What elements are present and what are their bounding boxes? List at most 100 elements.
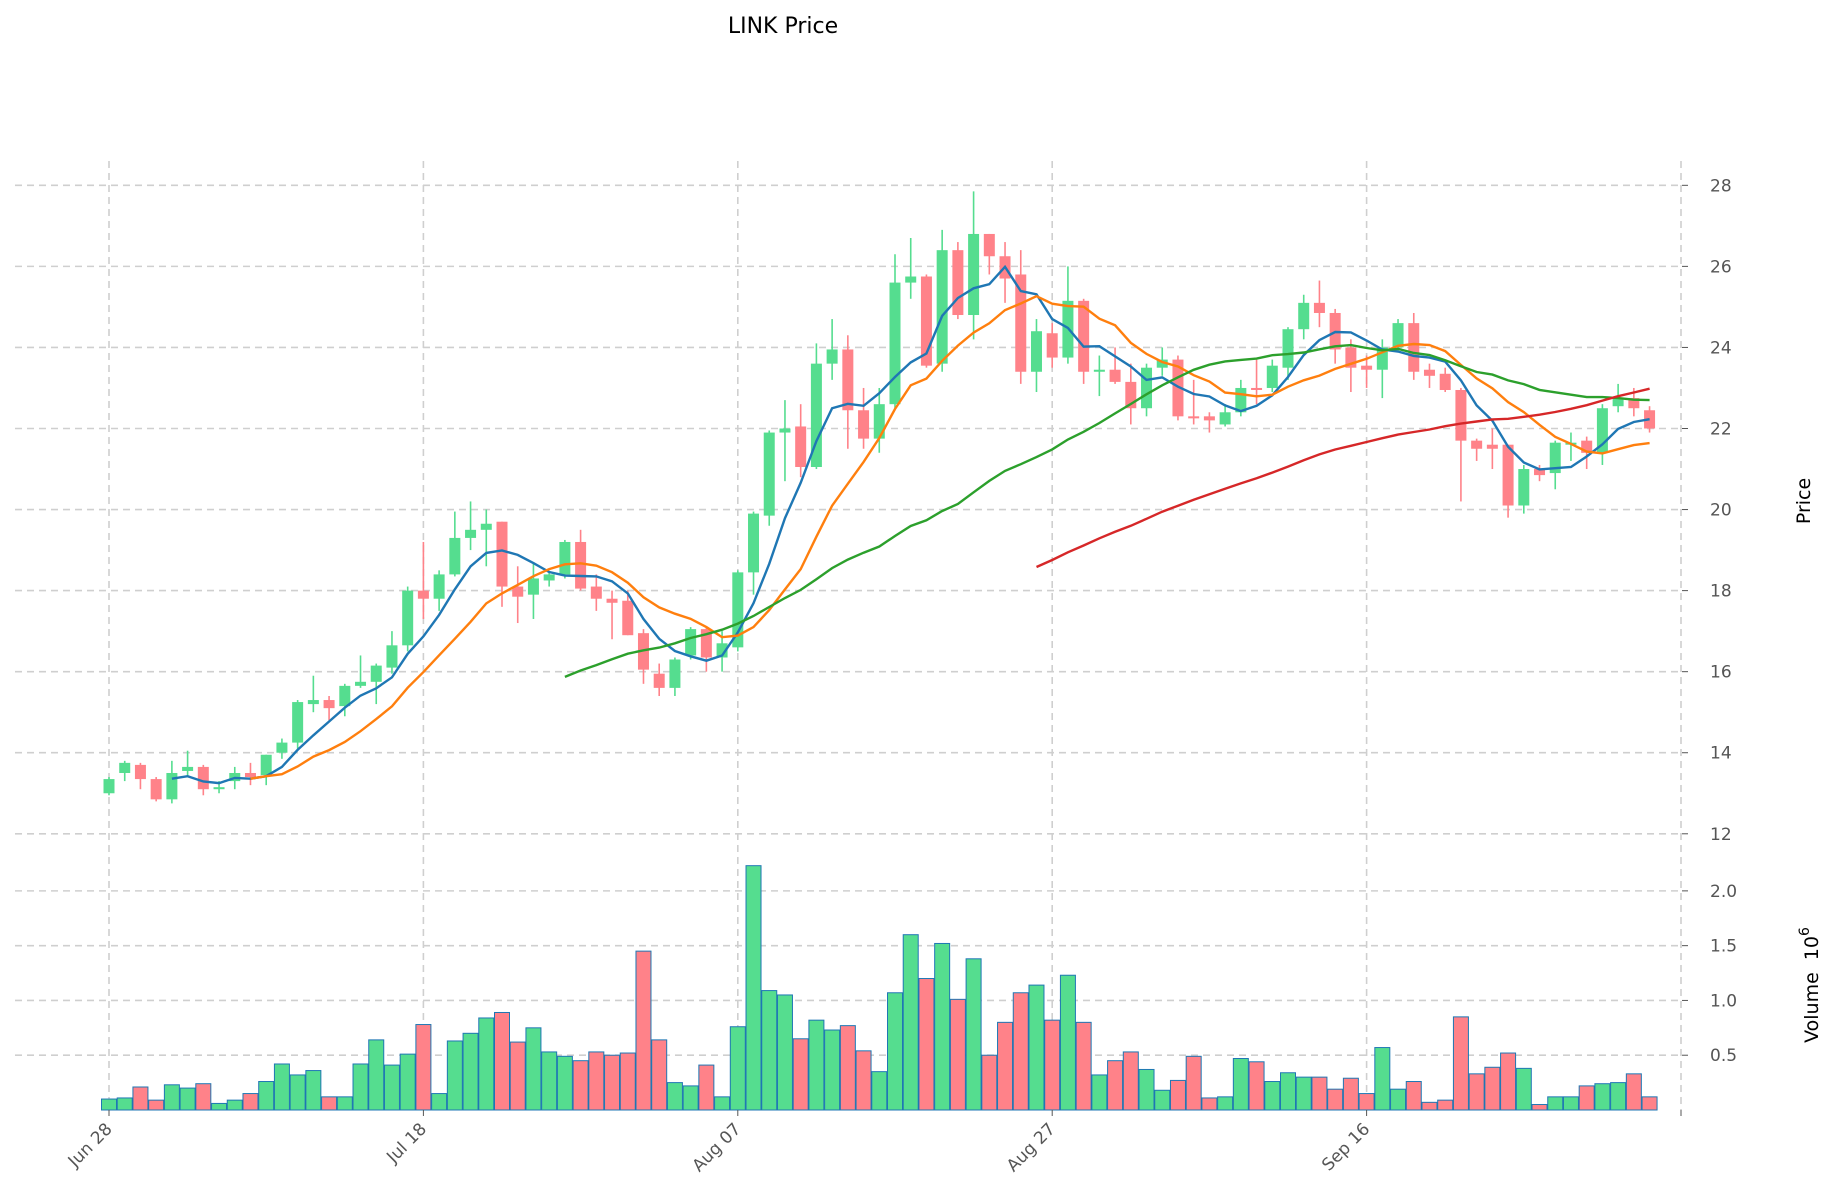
candle-body [244,772,256,778]
candle-body [1015,274,1027,372]
volume-bar [965,958,982,1111]
volume-bar [619,1052,636,1111]
candle-body [1345,347,1357,368]
volume-bar [494,1011,510,1111]
moving-average-line-5 [171,264,1650,785]
volume-bar [1374,1047,1391,1111]
volume-bar [666,1082,683,1111]
candle-body [889,282,901,405]
volume-bar [242,1093,259,1111]
candle-body [449,537,461,575]
candle [795,404,807,478]
price-tick-label: 14 [1710,744,1732,764]
volume-bar [682,1085,699,1111]
volume-bar [399,1053,416,1111]
candle [889,254,901,409]
grid [15,161,1682,1110]
candle [968,191,980,340]
candle-body [402,590,414,646]
candle [402,586,414,652]
volume-bar [1641,1096,1658,1111]
candle-body [527,578,539,595]
volume-bar [604,1054,621,1111]
candle [543,572,555,587]
candle [260,754,272,786]
candle-body [700,629,712,658]
candle-body [606,598,618,603]
candle-body [1141,367,1153,409]
volume-bar [1452,1016,1469,1111]
candle-body [150,779,162,800]
volume-bar [556,1055,573,1111]
candle-body [323,700,335,709]
volume-bar [1610,1082,1627,1111]
candle-body [1549,442,1561,474]
candle [1015,250,1027,384]
volume-bar [934,942,951,1111]
candle-body [197,766,209,790]
candle-body [1188,416,1200,419]
volume-bar [226,1099,243,1111]
candle [323,695,335,721]
candle-body [1502,444,1514,506]
volume-bar [1217,1096,1234,1111]
volume-bar [1012,992,1029,1111]
candle-body [307,700,319,705]
price-tick-label: 26 [1710,257,1732,277]
candle-body [339,685,351,707]
candle [1581,436,1593,470]
candle-body [1282,329,1294,368]
candle-body [1486,444,1498,449]
candle-body [1596,408,1608,453]
volume-bar [729,1026,746,1111]
candle-body [480,523,492,530]
candle-body [1534,469,1546,476]
candle [748,511,760,595]
candle-body [355,681,367,686]
candle-body [1078,300,1090,372]
candle-body [779,428,791,433]
candle-body [842,349,854,411]
candle-body [1235,387,1247,413]
candle-body [1392,323,1404,348]
volume-bar [478,1017,495,1111]
candle [1534,464,1546,482]
candle-body [1313,302,1325,313]
candle-body [119,762,131,773]
candle-body [716,643,728,658]
candle [1093,355,1105,397]
candle-body [858,410,870,439]
candle-body [134,764,146,780]
candle-body [465,529,477,538]
candle-body [1628,398,1640,409]
price-tick-label: 22 [1710,419,1732,439]
candle [1188,379,1200,425]
candle [1329,308,1341,364]
candle [1549,440,1561,490]
candle-body [1408,323,1420,372]
candle-body [260,754,272,776]
volume-bar [1044,1019,1061,1111]
candle-body [433,574,445,599]
candle [150,777,162,802]
candle [1361,355,1373,388]
candle-body [1093,369,1105,372]
volume-bar [1138,1068,1155,1111]
candle-body [1612,398,1624,407]
volume-bar [1468,1073,1485,1111]
volume-bar [1547,1096,1564,1111]
volume-bar [1390,1088,1407,1111]
candles [103,191,1656,804]
candle-body [622,600,634,636]
volume-bar [824,1029,841,1111]
volume-bar [1531,1104,1548,1111]
candle [842,335,854,449]
volume-bar [1107,1060,1124,1111]
candle-body [276,742,288,753]
volume-bar [525,1027,542,1111]
candle [449,511,461,577]
candle-body [1125,381,1137,409]
volume-tick-label: 1.0 [1710,991,1737,1011]
moving-average-line-60 [1036,387,1650,569]
candle-body [590,586,602,599]
